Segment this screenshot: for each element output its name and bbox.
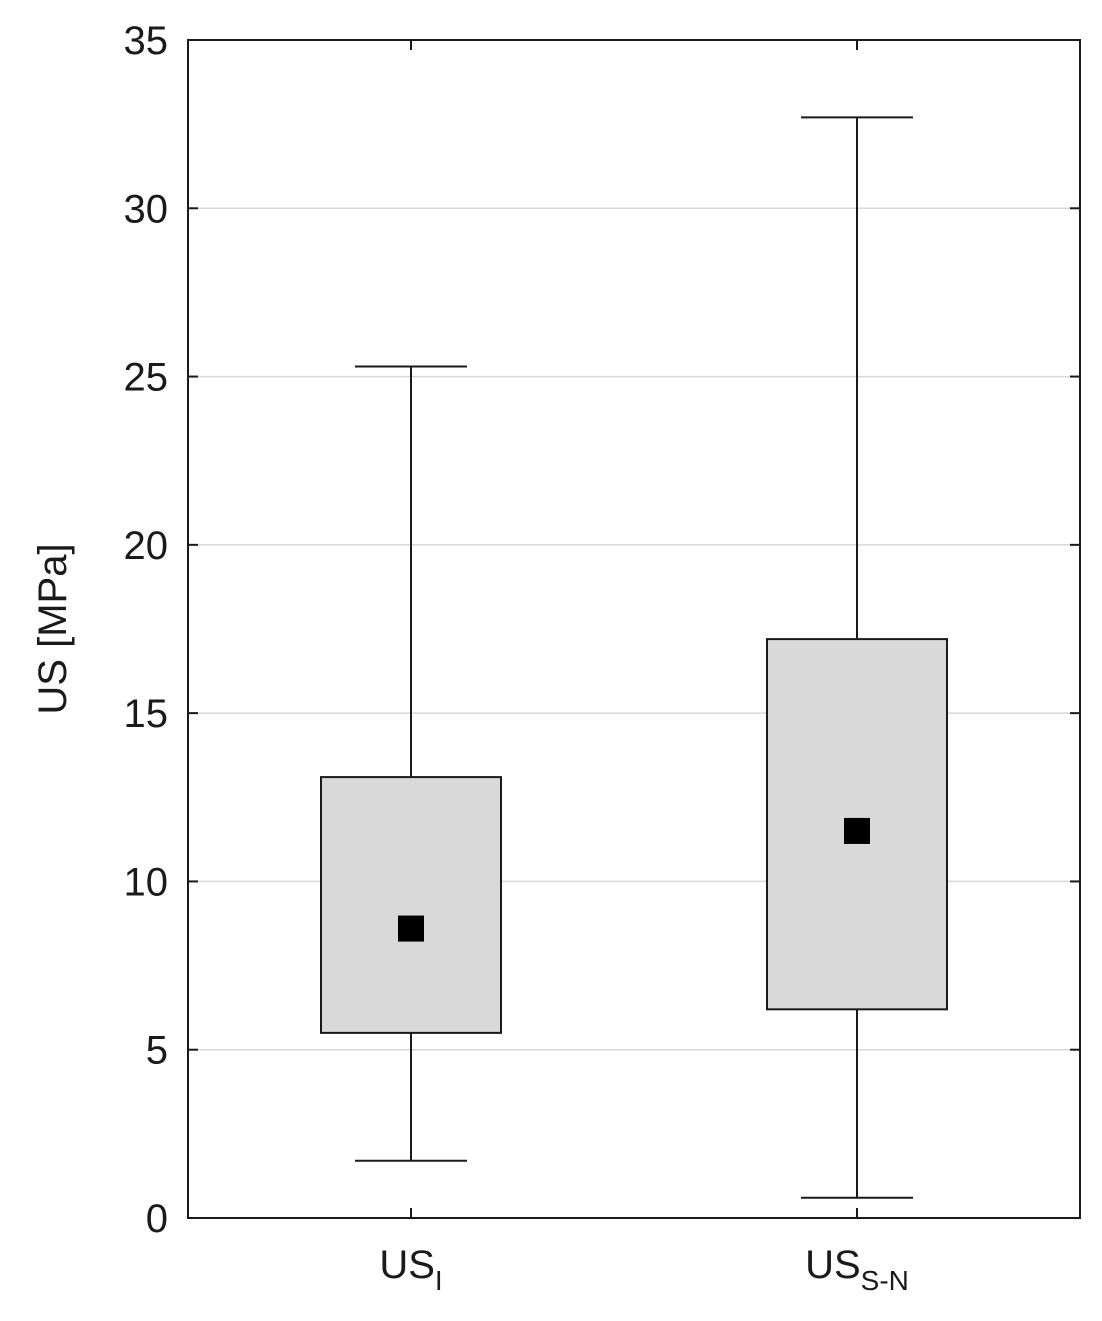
y-tick-label: 0 (146, 1197, 168, 1241)
y-axis: 0 5 10 15 20 25 30 35 (124, 19, 1080, 1241)
x-axis: USI USS-N (379, 40, 909, 1296)
x-tick-label: USS-N (805, 1243, 909, 1296)
y-tick-label: 15 (124, 692, 169, 736)
y-tick-label: 5 (146, 1029, 168, 1073)
x-tick-label-subscript: I (435, 1265, 443, 1296)
y-tick-label: 35 (124, 19, 169, 63)
y-tick-label: 10 (124, 860, 169, 904)
center-marker (398, 915, 424, 942)
y-tick-label: 30 (124, 187, 169, 231)
x-tick-label-subscript: S-N (861, 1265, 909, 1296)
y-tick-label: 25 (124, 356, 169, 400)
plot-frame (187, 39, 1081, 1219)
x-tick-label-base: US (805, 1243, 861, 1287)
y-tick-label: 20 (124, 524, 169, 568)
box (320, 776, 502, 1034)
center-marker (844, 817, 870, 844)
boxes (320, 116, 948, 1199)
x-tick-label: USI (379, 1243, 442, 1296)
x-tick-label-base: US (379, 1243, 435, 1287)
box-group (320, 365, 502, 1162)
y-axis-label: US [MPa] (31, 543, 75, 714)
box-group (766, 116, 948, 1199)
